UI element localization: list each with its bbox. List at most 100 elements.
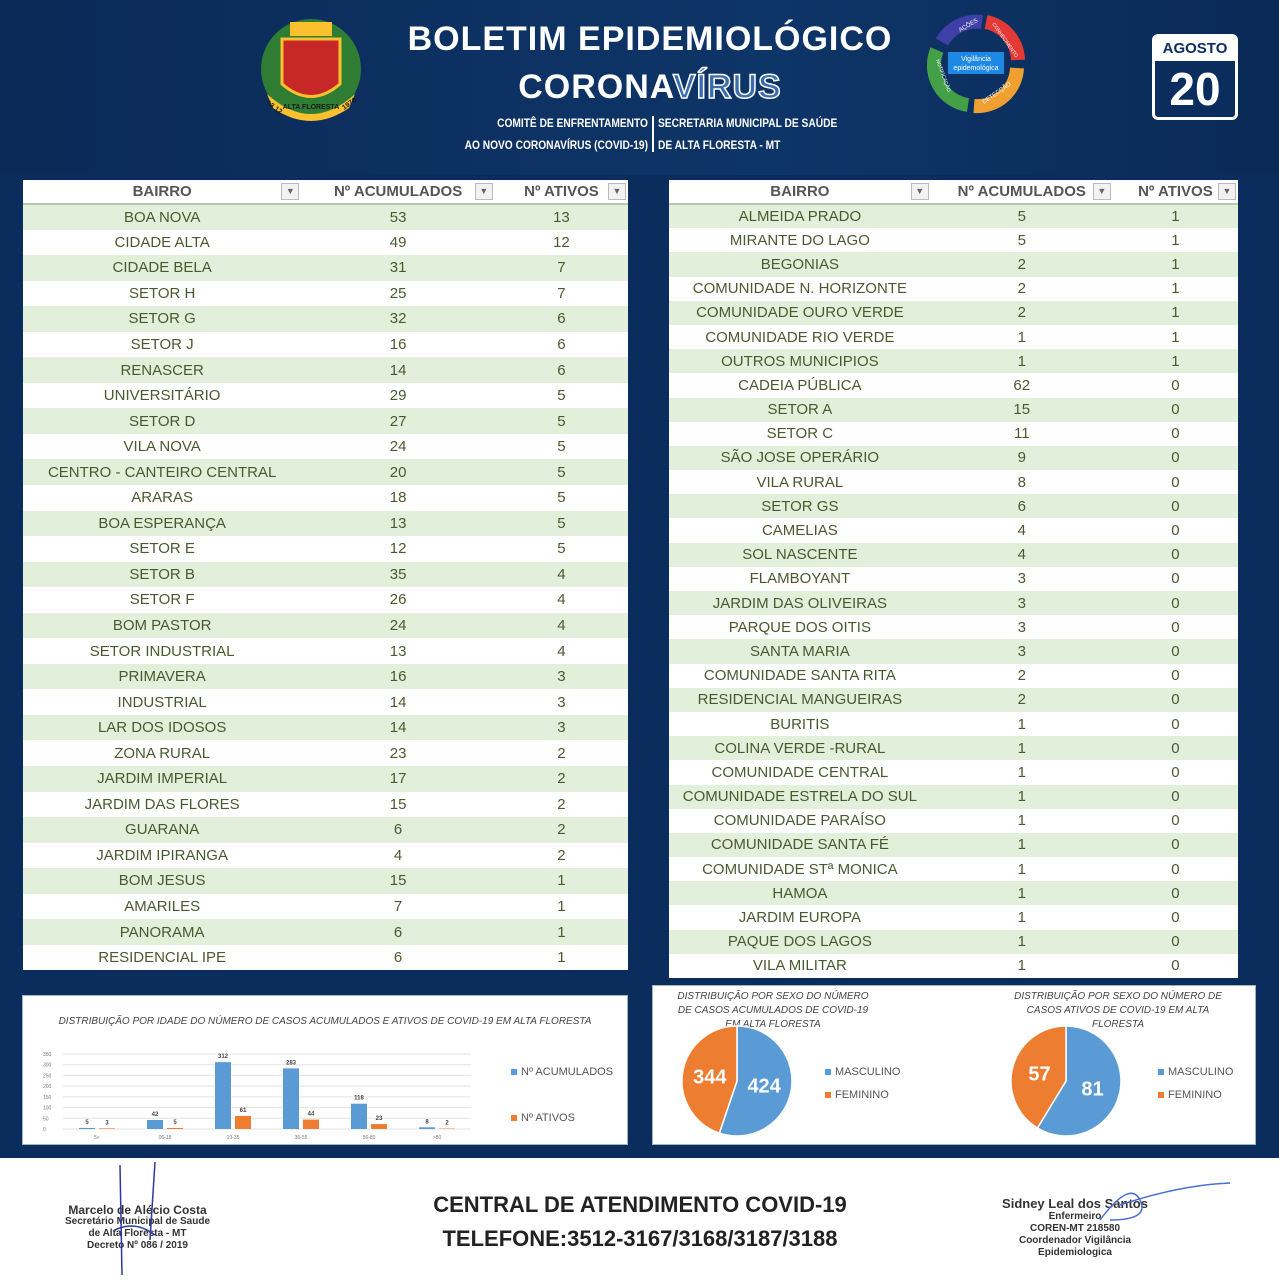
coronavirus-title: CORONAVÍRUS <box>390 67 910 107</box>
table-row: OUTROS MUNICIPIOS 1 1 <box>669 349 1238 374</box>
active-cell: 0 <box>1171 425 1180 443</box>
x-tick-label: 5< <box>94 1135 100 1141</box>
bairro-cell: BOM PASTOR <box>23 612 302 639</box>
accumulated-cell: 1 <box>1017 812 1026 830</box>
legend-label: FEMININO <box>835 1089 889 1101</box>
bairro-cell: SETOR J <box>130 336 194 353</box>
active-cell: 7 <box>557 284 566 302</box>
bairro-cell: BEGONIAS <box>669 252 931 277</box>
filter-dropdown-icon[interactable]: ▼ <box>474 183 493 200</box>
neighborhood-table-left: BAIRRO ▼ Nº ACUMULADOS ▼ Nº ATIVOS ▼ BOA NOVA 5… <box>23 180 628 971</box>
filter-dropdown-icon[interactable]: ▼ <box>910 183 929 200</box>
active-cell: 0 <box>1112 929 1238 954</box>
x-tick-label: 19-35 <box>227 1135 240 1141</box>
active-cell: 1 <box>1112 300 1238 325</box>
y-tick-label: 300 <box>43 1063 52 1069</box>
table-row: SANTA MARIA 3 0 <box>669 639 1238 664</box>
accumulated-cell: 18 <box>389 489 407 507</box>
bairro-cell: COMUNIDADE RIO VERDE <box>705 328 895 346</box>
bairro-cell: VILA RURAL <box>756 473 844 491</box>
accumulated-cell: 3 <box>1017 618 1026 636</box>
secretary-signature: Marcelo de Alécio Costa Secretário Munici… <box>55 1204 220 1252</box>
accumulated-cell: 13 <box>389 642 407 660</box>
active-cell: 5 <box>494 408 628 434</box>
active-cell: 6 <box>494 357 628 383</box>
table-row: ZONA RURAL 23 2 <box>23 740 628 766</box>
filter-dropdown-icon[interactable]: ▼ <box>608 183 626 200</box>
active-cell: 12 <box>553 233 570 251</box>
accumulated-cell: 31 <box>301 255 495 281</box>
bairro-cell: RENASCER <box>23 357 302 383</box>
table-row: CIDADE ALTA 49 12 <box>23 230 628 256</box>
bairro-cell: ARARAS <box>131 489 193 507</box>
active-cell: 0 <box>1112 784 1238 809</box>
bairro-cell: SETOR A <box>669 397 931 422</box>
active-cell: 2 <box>494 766 628 792</box>
filter-dropdown-icon[interactable]: ▼ <box>1092 183 1111 200</box>
accumulated-cell: 23 <box>389 744 407 762</box>
bairro-cell: OUTROS MUNICIPIOS <box>669 349 931 374</box>
sig-line: Sidney Leal dos Santos <box>1002 1196 1148 1211</box>
filter-dropdown-icon[interactable]: ▼ <box>1218 183 1236 200</box>
bairro-cell: CIDADE ALTA <box>114 233 210 251</box>
neighborhood-table-right: BAIRRO ▼ Nº ACUMULADOS ▼ Nº ATIVOS ▼ ALMEIDA P… <box>669 180 1238 978</box>
accumulated-cell: 24 <box>389 438 407 456</box>
bar <box>99 1128 115 1129</box>
table-row: SETOR B 35 4 <box>23 561 628 588</box>
data-label: 44 <box>308 1112 315 1118</box>
table-row: JARDIM DAS FLORES 15 2 <box>23 792 628 818</box>
bairro-cell: JARDIM EUROPA <box>738 909 861 927</box>
bar <box>79 1127 95 1129</box>
legend-male: MASCULINO <box>1158 1066 1233 1078</box>
table-row: COMUNIDADE CENTRAL 1 0 <box>669 760 1238 784</box>
bar <box>167 1127 183 1129</box>
bairro-cell: PRIMAVERA <box>23 663 302 690</box>
accumulated-cell: 1 <box>930 881 1113 906</box>
table-row: SÃO JOSE OPERÁRIO 9 0 <box>669 445 1238 471</box>
active-cell: 3 <box>557 693 566 711</box>
legend-female: FEMININO <box>825 1089 889 1101</box>
filter-dropdown-icon[interactable]: ▼ <box>281 183 300 200</box>
active-cell: 2 <box>557 744 566 762</box>
accumulated-cell: 32 <box>301 306 495 332</box>
handwritten-signature <box>114 1161 156 1276</box>
slice-label: 81 <box>1081 1078 1103 1100</box>
coordinator-signature: Sidney Leal dos Santos Enfermeiro COREN-MT… <box>985 1196 1165 1259</box>
bar <box>283 1068 299 1129</box>
table-row: SETOR J 16 6 <box>23 332 628 358</box>
sig-line: Enfermeiro <box>1048 1211 1102 1222</box>
table-row: SETOR D 27 5 <box>23 408 628 434</box>
accumulated-cell: 13 <box>301 510 495 537</box>
table-row: BURITIS 1 0 <box>669 712 1238 736</box>
call-center-title: CENTRAL DE ATENDIMENTO COVID-19 <box>433 1192 847 1217</box>
bairro-cell: JARDIM DAS OLIVEIRAS <box>669 591 931 616</box>
active-cell: 0 <box>1171 570 1180 588</box>
table-row: GUARANA 6 2 <box>23 817 628 843</box>
active-cell: 0 <box>1171 376 1180 394</box>
table-row: FLAMBOYANT 3 0 <box>669 567 1238 591</box>
committee-line: AO NOVO CORONAVÍRUS (COVID-19) <box>464 138 648 152</box>
bairro-cell: COLINA VERDE -RURAL <box>669 736 931 761</box>
table-row: COMUNIDADE PARAÍSO 1 0 <box>669 809 1238 833</box>
active-cell: 0 <box>1112 494 1238 519</box>
table-row: PARQUE DOS OITIS 3 0 <box>669 615 1238 639</box>
sig-line: Decreto Nº 086 / 2019 <box>87 1240 188 1251</box>
accumulated-cell: 1 <box>1017 860 1026 878</box>
committee-text: COMITÊ DE ENFRENTAMENTO AO NOVO CORONAVÍR… <box>463 112 648 156</box>
accumulated-cell: 1 <box>1017 957 1026 975</box>
table-row: CENTRO - CANTEIRO CENTRAL 20 5 <box>23 459 628 486</box>
accumulated-cell: 11 <box>1013 425 1030 443</box>
active-cell: 0 <box>1171 473 1180 491</box>
data-label: 61 <box>240 1108 247 1114</box>
x-tick-label: 56-80 <box>363 1135 376 1141</box>
data-label: 2 <box>445 1121 449 1127</box>
accumulated-cell: 1 <box>930 784 1113 809</box>
active-cell: 13 <box>494 204 628 230</box>
bar <box>371 1124 387 1129</box>
chart-title: DISTRIBUIÇÃO POR SEXO DO NÚMERO DE CASOS… <box>677 991 869 1030</box>
y-tick-label: 0 <box>43 1127 46 1133</box>
active-cell: 0 <box>1171 860 1180 878</box>
active-cell: 1 <box>494 868 628 894</box>
active-cell: 2 <box>557 846 566 864</box>
column-header: Nº ACUMULADOS ▼ <box>301 180 495 205</box>
